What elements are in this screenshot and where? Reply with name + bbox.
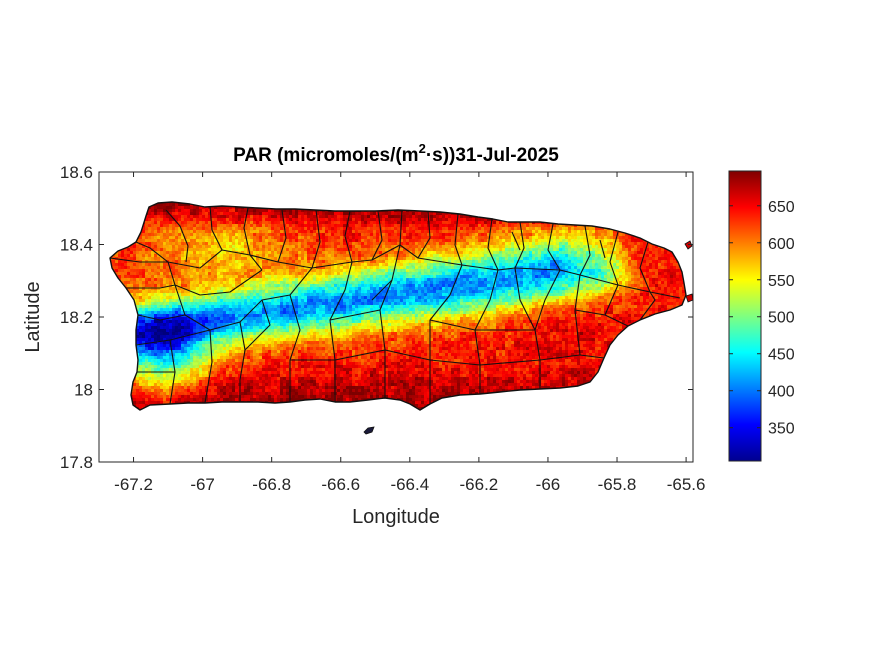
x-tick-label: -66.8 — [252, 475, 291, 494]
colorbar-gradient — [728, 170, 762, 462]
colorbar-tick-label: 400 — [768, 384, 795, 401]
municipal-boundary — [384, 349, 481, 366]
municipal-boundary — [599, 239, 606, 259]
municipal-boundary — [417, 211, 431, 259]
x-tick-label: -66.6 — [321, 475, 360, 494]
x-tick-label: -66 — [536, 475, 561, 494]
x-tick-label: -66.2 — [460, 475, 499, 494]
municipal-boundary — [243, 207, 263, 271]
municipal-boundary — [399, 209, 403, 246]
municipal-boundary — [371, 279, 393, 301]
y-axis: 17.8 18 18.2 18.4 18.6 — [60, 163, 693, 472]
colorbar-tick-label: 500 — [768, 310, 795, 327]
municipal-boundary — [419, 403, 431, 411]
municipal-boundary — [137, 314, 186, 321]
x-axis: -67.2 -67 -66.8 -66.6 -66.4 -66.2 -66 -65.8 -65.… — [114, 172, 705, 494]
municipal-boundary — [487, 218, 499, 271]
y-tick-label: 18.2 — [60, 308, 93, 327]
municipal-boundary — [479, 354, 605, 366]
x-tick-label: -67.2 — [114, 475, 153, 494]
municipal-boundary — [511, 231, 521, 251]
y-tick-label: 18 — [74, 381, 93, 400]
x-tick-label: -66.4 — [390, 475, 429, 494]
municipal-boundary — [344, 210, 353, 263]
municipal-boundary — [371, 210, 383, 261]
municipal-boundary — [239, 321, 246, 402]
municipal-boundary — [329, 309, 381, 321]
municipal-boundary — [514, 267, 536, 331]
municipal-boundary — [290, 349, 386, 361]
municipal-boundary — [454, 213, 463, 266]
municipal-boundary — [429, 319, 476, 331]
municipal-boundary — [514, 221, 525, 269]
municipal-boundary — [277, 209, 287, 263]
colorbar-tick-label: 450 — [768, 347, 795, 364]
municipal-boundary — [547, 223, 561, 271]
x-tick-label: -65.6 — [667, 475, 706, 494]
x-tick-label: -67 — [190, 475, 215, 494]
colorbar-tick-label: 350 — [768, 421, 795, 438]
y-axis-label: Latitude — [22, 281, 44, 352]
municipal-boundary — [311, 209, 321, 269]
municipal-boundary — [609, 231, 619, 286]
islet-southeast — [685, 293, 694, 303]
x-tick-label: -65.8 — [598, 475, 637, 494]
colorbar-tick-label: 550 — [768, 273, 795, 290]
municipal-boundary — [204, 329, 213, 404]
colorbar-tick-label: 650 — [768, 199, 795, 216]
municipal-boundary — [579, 225, 591, 276]
municipal-boundary — [126, 269, 263, 296]
y-tick-label: 17.8 — [60, 453, 93, 472]
chart-title: PAR (micromoles/(m2·s))31-Jul-2025 — [233, 141, 559, 166]
y-tick-label: 18.4 — [60, 236, 93, 255]
colorbar-tick-label: 600 — [768, 236, 795, 253]
y-tick-label: 18.6 — [60, 163, 93, 182]
municipal-boundary — [135, 241, 176, 286]
municipal-boundary — [109, 244, 681, 299]
municipal-boundary — [574, 309, 606, 316]
municipal-boundary — [639, 291, 656, 321]
municipal-boundary — [244, 299, 271, 351]
municipal-boundary — [289, 294, 301, 402]
colorbar: 350 400 450 500 550 600 650 — [728, 170, 795, 462]
municipal-boundary — [209, 205, 223, 251]
municipal-boundary — [165, 209, 189, 263]
x-axis-label: Longitude — [352, 506, 440, 528]
municipal-boundary — [639, 241, 651, 293]
islet-caja-de-muertos — [363, 426, 375, 435]
municipal-boundaries — [109, 201, 687, 411]
